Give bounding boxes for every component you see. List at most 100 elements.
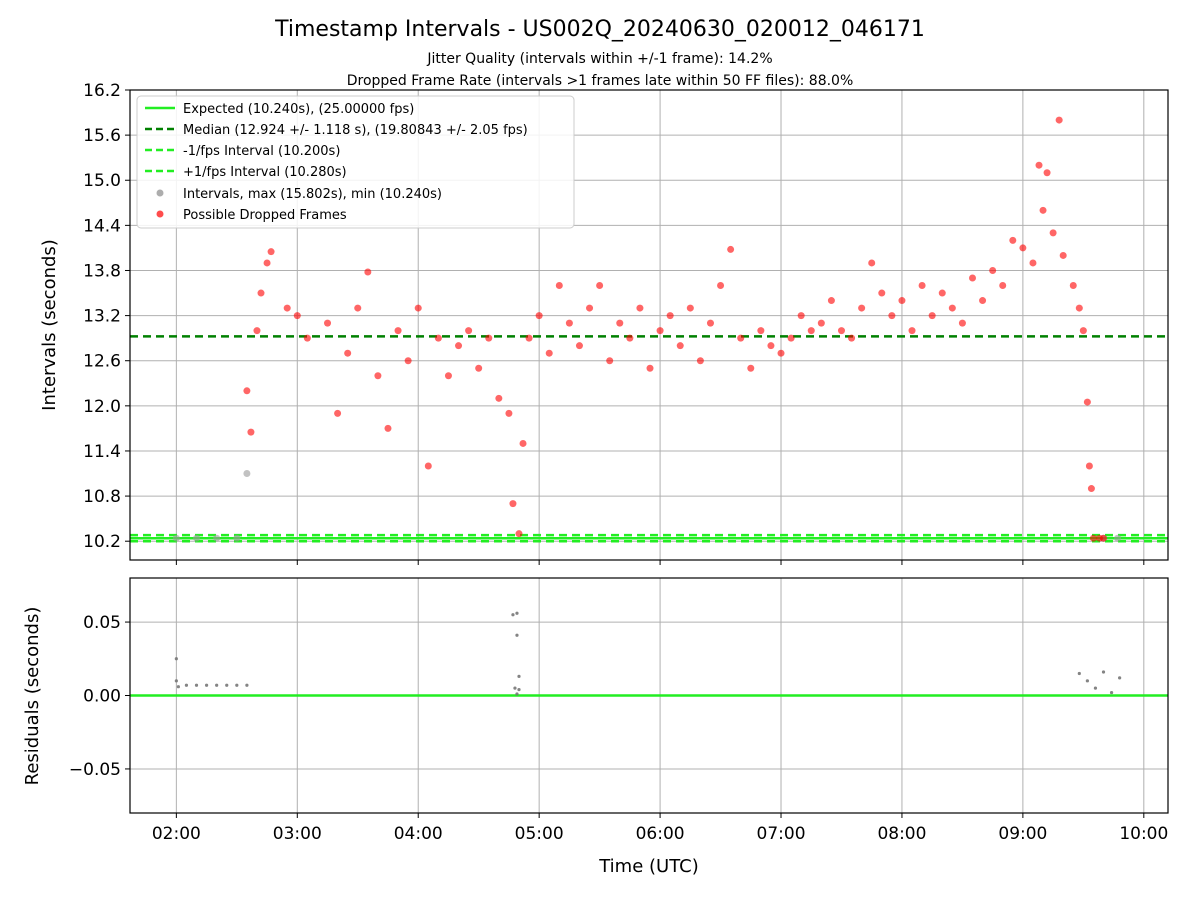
bottom-y-tick-label: 0.00 [83,687,121,707]
top-data-point [374,372,382,380]
top-y-tick-label: 13.8 [83,261,121,281]
top-data-point [878,289,886,297]
top-y-tick-label: 16.2 [83,81,121,101]
bottom-data-point [513,686,517,690]
top-data-point [1100,534,1108,542]
top-data-point [827,297,835,305]
top-data-point [247,428,255,436]
top-y-tick-label: 12.6 [83,352,121,372]
x-axis-label: Time (UTC) [598,856,699,877]
bottom-plot-points [174,611,1122,696]
top-data-point [1059,251,1067,259]
top-data-point [817,319,825,327]
bottom-data-point [515,611,519,615]
top-data-point [565,319,573,327]
top-data-point [686,304,694,312]
bottom-plot-x-ticks: 02:00 03:00 04:00 05:00 06:00 07:00 08:00 09:00… [152,813,1168,844]
top-y-tick-label: 14.4 [83,216,121,236]
top-data-point [384,424,392,432]
bottom-data-point [517,674,521,679]
top-data-point [354,304,362,312]
bottom-data-point [215,683,219,687]
bottom-data-point [1109,690,1114,695]
x-tick-label: 02:00 [152,824,201,844]
top-data-point [1055,116,1063,124]
x-tick-label: 08:00 [877,824,926,844]
top-data-point [898,297,906,305]
top-data-point [364,268,372,276]
top-data-point [243,387,251,395]
x-tick-label: 10:00 [1119,824,1168,844]
top-data-point [344,349,352,357]
bottom-y-tick-label: 0.05 [83,613,121,633]
top-data-point [525,334,533,342]
top-data-point [757,327,765,335]
legend-entry-dropped: Possible Dropped Frames [183,208,347,223]
top-data-point [555,282,563,290]
top-data-point [1043,169,1051,177]
top-data-point [1087,485,1095,493]
bottom-y-tick-label: −0.05 [69,760,121,780]
bottom-data-point [194,683,199,687]
top-data-point [1089,534,1097,542]
top-data-point [979,297,987,305]
top-data-point [636,304,644,312]
top-data-point [938,289,946,297]
top-data-point [696,357,704,365]
bottom-data-point [176,685,180,689]
top-data-point [837,327,845,335]
top-data-point [509,500,517,508]
bottom-data-point [1118,676,1122,680]
top-data-point [666,312,674,320]
top-data-point [283,304,291,312]
top-data-point [1075,304,1083,312]
top-y-tick-label: 10.2 [83,532,121,552]
bottom-data-point [174,657,178,661]
top-data-point [1069,282,1077,290]
top-data-point [1083,398,1091,406]
chart-subtitle-jitter: Jitter Quality (intervals within +/-1 fr… [426,51,772,67]
legend-entry-median: Median (12.924 +/- 1.118 s), (19.80843 +… [183,123,528,138]
top-data-point [606,357,614,365]
x-tick-label: 06:00 [636,824,685,844]
top-data-point [999,282,1007,290]
top-data-point [1029,259,1037,267]
legend-swatch-intervals [156,189,164,197]
top-data-point [495,394,503,402]
top-y-tick-label: 13.2 [83,307,121,327]
chart-title: Timestamp Intervals - US002Q_20240630_02… [274,17,925,42]
top-data-point [293,312,301,320]
top-data-point [908,327,916,335]
top-plot-points [172,116,1122,542]
bottom-data-point [1085,679,1089,683]
top-data-point [787,334,795,342]
top-data-point [958,319,966,327]
top-data-point [535,312,543,320]
legend-swatch-dropped [156,210,164,218]
legend-box [136,95,575,229]
top-data-point [475,364,483,372]
top-data-point [737,334,745,342]
top-y-tick-label: 15.6 [83,126,121,146]
top-data-point [267,248,275,256]
top-data-point [797,312,805,320]
top-y-tick-label: 10.8 [83,487,121,507]
x-tick-label: 07:00 [757,824,806,844]
x-tick-label: 09:00 [998,824,1047,844]
legend-entry-minus-fps: -1/fps Interval (10.200s) [183,144,340,159]
chart-subtitle-dropped: Dropped Frame Rate (intervals >1 frames … [347,73,854,89]
top-data-point [1114,534,1122,542]
top-data-point [414,304,422,312]
top-data-point [404,357,412,365]
top-data-point [324,319,332,327]
top-data-point [465,327,473,335]
x-tick-label: 04:00 [394,824,443,844]
bottom-data-point [1093,686,1098,690]
top-data-point [1085,462,1093,470]
top-data-point [1039,206,1047,214]
top-data-point [394,327,402,335]
top-data-point [243,470,251,478]
top-data-point [968,274,976,282]
top-plot-frame [129,89,1169,561]
